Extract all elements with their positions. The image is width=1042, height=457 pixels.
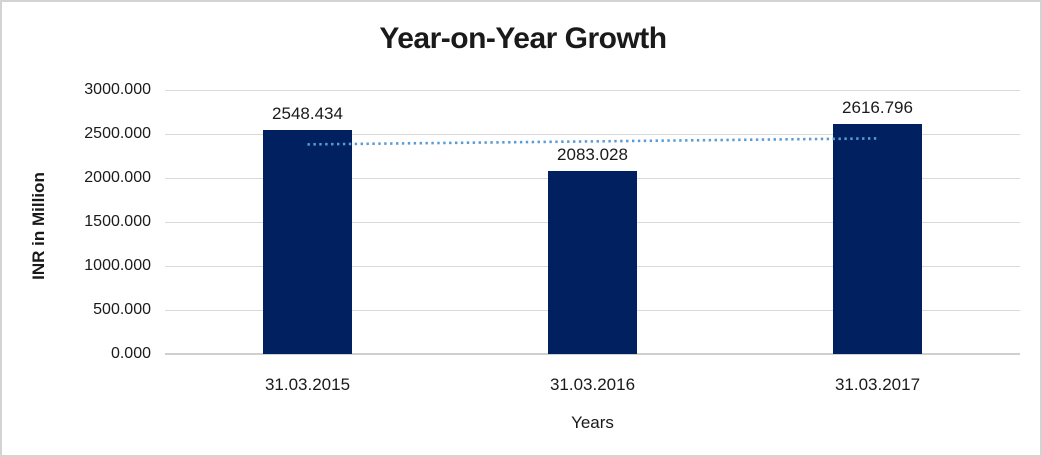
- chart-title: Year-on-Year Growth: [379, 22, 667, 55]
- y-tick-label: 3000.000: [84, 81, 151, 98]
- trendline: [307, 137, 878, 146]
- y-tick-label: 2500.000: [84, 125, 151, 142]
- bar-31.03.2015: [263, 129, 352, 354]
- y-tick-label: 1000.000: [84, 257, 151, 274]
- y-tick-label: 500.000: [93, 301, 151, 318]
- y-tick-label: 0.000: [110, 345, 151, 362]
- bar-31.03.2016: [548, 170, 637, 354]
- plot-area: [165, 90, 1020, 355]
- x-axis-title: Years: [571, 413, 614, 432]
- bar-value-label: 2548.434: [272, 103, 343, 123]
- x-axis-line: [165, 353, 1020, 355]
- bar-value-label: 2616.796: [842, 97, 913, 117]
- bar-31.03.2017: [833, 123, 922, 354]
- gridline: [165, 90, 1020, 91]
- x-tick-label: 31.03.2017: [834, 375, 921, 394]
- y-tick-label: 1500.000: [84, 213, 151, 230]
- bar-value-label: 2083.028: [557, 144, 628, 164]
- y-tick-label: 2000.000: [84, 169, 151, 186]
- x-tick-label: 31.03.2016: [549, 375, 636, 394]
- gridline: [165, 134, 1020, 135]
- x-tick-label: 31.03.2015: [264, 375, 351, 394]
